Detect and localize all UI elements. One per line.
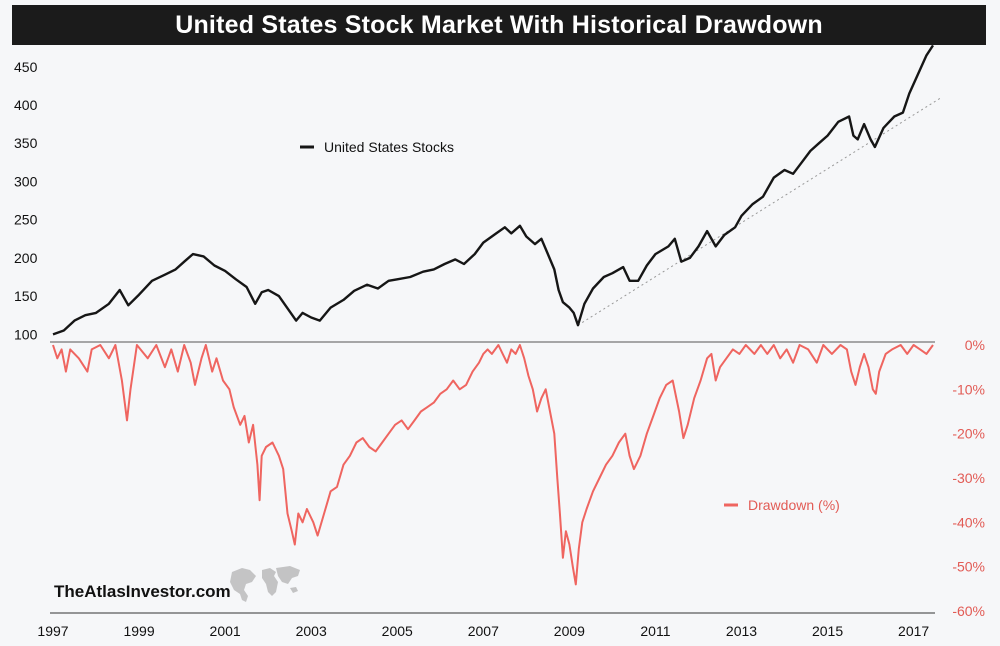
x-tick-label: 2009 [554, 623, 585, 639]
x-tick-label: 2003 [296, 623, 327, 639]
top-y-tick-label: 250 [14, 212, 38, 228]
top-y-tick-label: 200 [14, 250, 38, 266]
x-tick-label: 1999 [123, 623, 154, 639]
x-tick-label: 2017 [898, 623, 929, 639]
top-y-axis: 100 150 200 250 300 350 400 450 [14, 59, 38, 343]
world-map-logo [230, 566, 300, 602]
x-tick-label: 2001 [210, 623, 241, 639]
x-tick-label: 2015 [812, 623, 843, 639]
bottom-y-tick-label: -20% [952, 426, 985, 442]
top-y-tick-label: 150 [14, 288, 38, 304]
stocks-series-line [52, 44, 935, 336]
bottom-y-tick-label: -30% [952, 470, 985, 486]
legend-drawdown-label: Drawdown (%) [748, 497, 840, 513]
chart-title: United States Stock Market With Historic… [12, 5, 986, 45]
top-y-tick-label: 450 [14, 59, 38, 75]
x-tick-label: 1997 [37, 623, 68, 639]
trendline [577, 96, 942, 326]
drawdown-series-line [52, 344, 934, 586]
map-europe-africa [262, 568, 278, 596]
x-tick-label: 2005 [382, 623, 413, 639]
legend-stocks: United States Stocks [300, 139, 454, 155]
x-tick-label: 2013 [726, 623, 757, 639]
x-tick-label: 2011 [640, 623, 670, 639]
bottom-y-tick-label: -10% [952, 381, 985, 397]
bottom-y-tick-label: -50% [952, 559, 985, 575]
map-asia-oceania [276, 566, 300, 593]
x-axis: 1997 1999 2001 2003 2005 2007 2009 2011 2013 2015… [37, 623, 929, 639]
top-y-tick-label: 100 [14, 326, 38, 342]
legend-stocks-label: United States Stocks [324, 139, 454, 155]
top-y-tick-label: 400 [14, 97, 38, 113]
top-y-tick-label: 350 [14, 135, 38, 151]
bottom-y-tick-label: -40% [952, 514, 985, 530]
map-americas [230, 568, 256, 602]
bottom-y-tick-label: 0% [965, 337, 985, 353]
bottom-y-tick-label: -60% [952, 603, 985, 619]
x-tick-label: 2007 [468, 623, 499, 639]
legend-drawdown: Drawdown (%) [724, 497, 840, 513]
top-y-tick-label: 300 [14, 173, 38, 189]
brand-watermark: TheAtlasInvestor.com [54, 582, 231, 601]
bottom-y-axis: 0% -10% -20% -30% -40% -50% -60% [952, 337, 985, 619]
